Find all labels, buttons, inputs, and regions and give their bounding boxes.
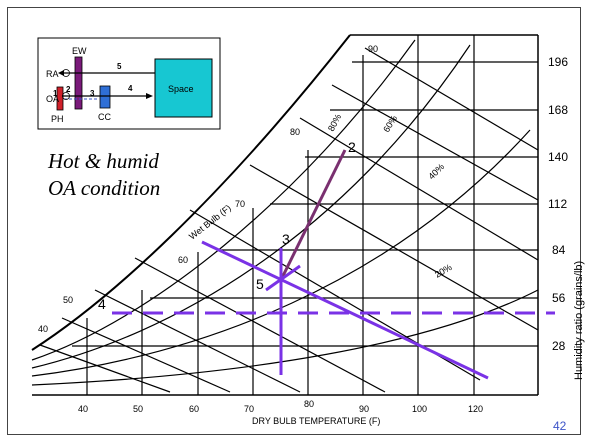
slide-frame: [7, 7, 581, 435]
ew-wheel: [74, 56, 83, 110]
oa-damper: [62, 92, 70, 100]
wb-tick-40: 40: [38, 324, 48, 334]
node-3: 3: [90, 89, 95, 98]
x-tick-60: 60: [189, 404, 199, 414]
ph-coil: [56, 86, 64, 111]
y-tick-112: 112: [548, 197, 567, 211]
x-tick-120: 120: [468, 404, 483, 414]
wb-tick-60: 60: [178, 255, 188, 265]
rh-80-label: 80%: [326, 112, 343, 133]
condition-title: Hot & humid OA condition: [48, 148, 160, 202]
rh-20-label: 20%: [433, 262, 454, 280]
condition-title-line-1: Hot & humid: [48, 149, 159, 173]
humidity-gridlines: [72, 61, 538, 347]
wb-tick-50: 50: [63, 295, 73, 305]
oa-label: OA: [46, 94, 59, 104]
ahu-schematic: Space EW PH CC RA OA 1 2 3 4 5: [37, 37, 221, 130]
wet-bulb-label: Wet Bulb (F): [187, 203, 233, 242]
wb-tick-70: 70: [235, 199, 245, 209]
y-tick-168: 168: [548, 103, 568, 117]
x-tick-90: 90: [359, 404, 369, 414]
short-line-5: [265, 264, 301, 292]
y-tick-140: 140: [548, 150, 568, 164]
space-box: [154, 58, 213, 118]
y-axis-label: Humidity ratio (grains/lb): [573, 261, 585, 380]
x-tick-70: 70: [244, 404, 254, 414]
state-point-3: 3: [282, 231, 290, 247]
condition-title-line-2: OA condition: [48, 176, 161, 200]
node-2: 2: [66, 85, 71, 94]
ph-label: PH: [51, 114, 64, 124]
y-tick-28: 28: [552, 339, 566, 353]
x-tick-100: 100: [412, 404, 427, 414]
drybulb-gridlines: [86, 35, 475, 395]
ra-damper: [62, 69, 70, 77]
mixing-line: [201, 240, 489, 380]
state-point-5: 5: [256, 276, 264, 292]
page-number: 42: [553, 419, 567, 433]
cc-label: CC: [98, 112, 111, 122]
node-1: 1: [53, 89, 58, 98]
x-tick-50: 50: [133, 404, 143, 414]
x-axis-label: DRY BULB TEMPERATURE (F): [252, 416, 380, 426]
ra-label: RA: [46, 69, 59, 79]
ew-label: EW: [72, 46, 87, 56]
x-tick-40: 40: [78, 404, 88, 414]
y-tick-84: 84: [552, 243, 566, 257]
node-5: 5: [117, 62, 122, 71]
oa-arrowhead: [146, 93, 153, 99]
state-point-4: 4: [98, 296, 106, 312]
y-tick-56: 56: [552, 291, 566, 305]
space-label: Space: [168, 84, 194, 94]
y-tick-196: 196: [548, 55, 568, 69]
cc-coil: [99, 85, 111, 109]
saturation-curve: [31, 34, 351, 351]
node-4: 4: [128, 84, 133, 93]
state-point-2: 2: [348, 139, 356, 155]
rh-60-label: 60%: [381, 113, 399, 134]
x-tick-80: 80: [304, 399, 314, 409]
rh-40-label: 40%: [426, 162, 446, 182]
process-line-2-5: [278, 149, 347, 283]
wb-tick-80: 80: [290, 127, 300, 137]
wb-tick-90: 90: [368, 44, 378, 54]
